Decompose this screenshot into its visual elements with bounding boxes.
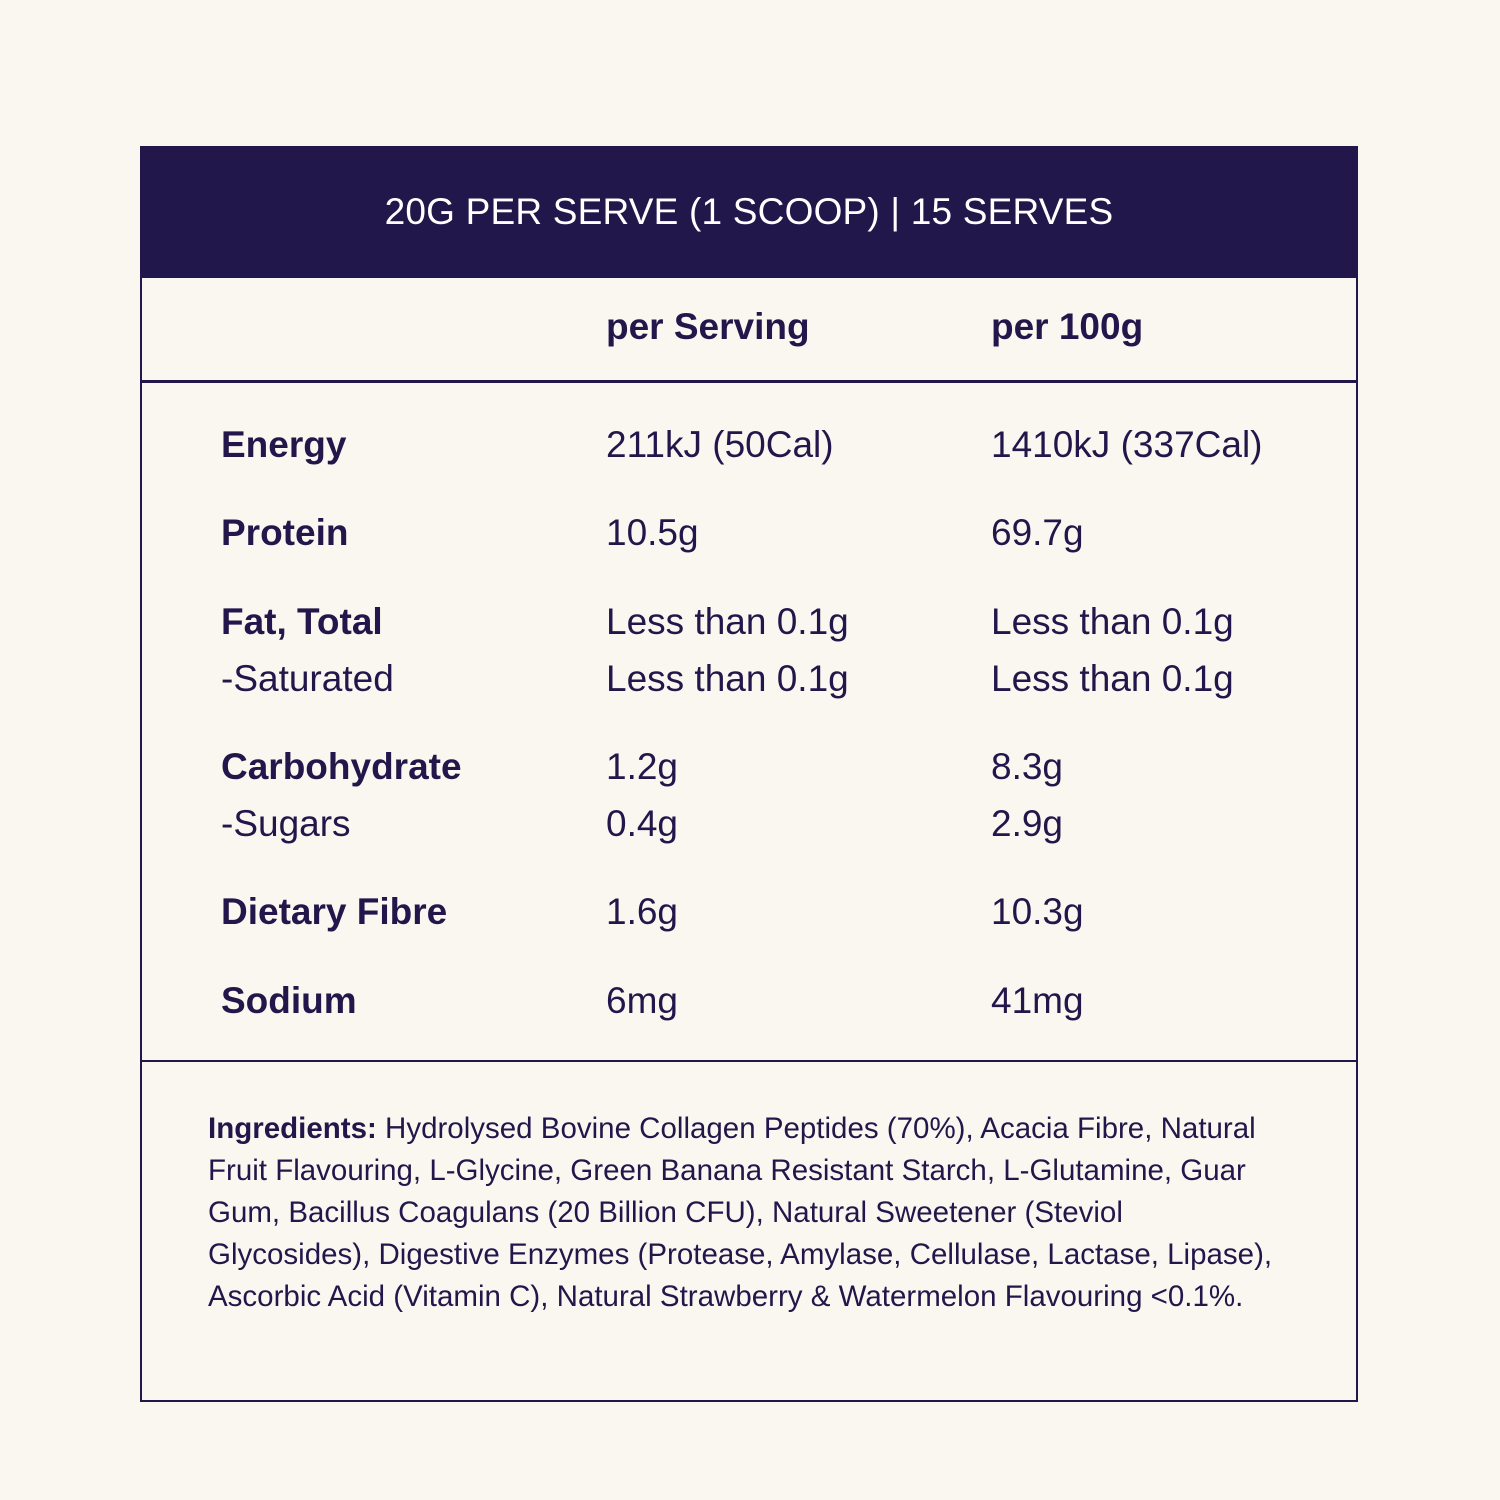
dietary-fibre-per-100g: 10.3g: [991, 891, 1084, 932]
carbohydrate-per-100g: 8.3g: [991, 746, 1064, 787]
nutrient-name-carbohydrate: Carbohydrate: [221, 746, 462, 787]
serving-size-title: 20G PER SERVE (1 SCOOP) | 15 SERVES: [140, 146, 1358, 278]
nutrition-panel: 20G PER SERVE (1 SCOOP) | 15 SERVES per …: [140, 146, 1358, 1402]
nutrient-name-energy: Energy: [221, 424, 347, 465]
protein-per-serving: 10.5g: [606, 512, 699, 553]
dietary-fibre-per-serving: 1.6g: [606, 891, 679, 932]
nutrient-name-saturated: -Saturated: [221, 658, 394, 699]
nutrient-name-sugars: -Sugars: [221, 803, 351, 844]
sodium-per-serving: 6mg: [606, 980, 678, 1021]
saturated-per-serving: Less than 0.1g: [606, 658, 849, 699]
ingredients-text: Hydrolysed Bovine Collagen Peptides (70%…: [208, 1112, 1273, 1313]
sugars-per-serving: 0.4g: [606, 803, 679, 844]
nutrient-name-fat-total: Fat, Total: [221, 601, 383, 642]
sodium-per-100g: 41mg: [991, 980, 1084, 1021]
nutrient-name-sodium: Sodium: [221, 980, 357, 1021]
carbohydrate-per-serving: 1.2g: [606, 746, 679, 787]
column-header-per-100g: per 100g: [991, 306, 1144, 347]
column-header-per-serving: per Serving: [606, 306, 810, 347]
column-header-row: per Serving per 100g: [142, 278, 1356, 383]
sugars-per-100g: 2.9g: [991, 803, 1064, 844]
ingredients-label: Ingredients:: [208, 1112, 377, 1145]
fat-total-per-100g: Less than 0.1g: [991, 601, 1234, 642]
ingredients-section: Ingredients: Hydrolysed Bovine Collagen …: [208, 1108, 1288, 1318]
energy-per-100g: 1410kJ (337Cal): [991, 424, 1263, 465]
nutrient-rows: Energy 211kJ (50Cal) 1410kJ (337Cal) Pro…: [142, 383, 1356, 1062]
nutrient-name-protein: Protein: [221, 512, 349, 553]
energy-per-serving: 211kJ (50Cal): [606, 424, 834, 465]
nutrient-name-dietary-fibre: Dietary Fibre: [221, 891, 448, 932]
protein-per-100g: 69.7g: [991, 512, 1084, 553]
fat-total-per-serving: Less than 0.1g: [606, 601, 849, 642]
saturated-per-100g: Less than 0.1g: [991, 658, 1234, 699]
